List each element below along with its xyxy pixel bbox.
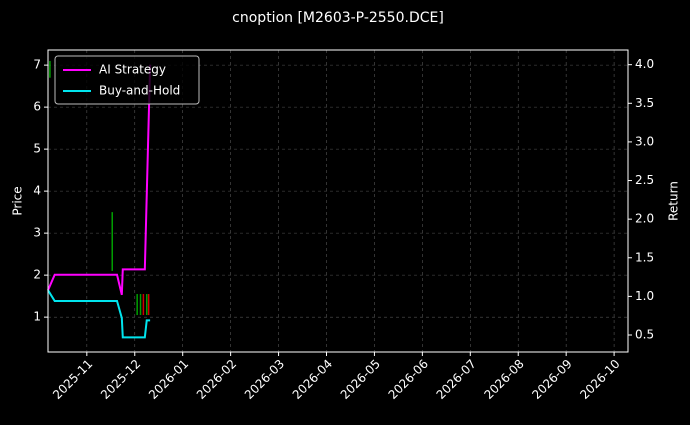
line-series <box>47 64 152 296</box>
y-tick-label: 1 <box>33 310 41 324</box>
y2-tick-label: 3.0 <box>635 134 654 148</box>
y2-tick-label: 2.0 <box>635 212 654 226</box>
plot-frame <box>47 49 629 353</box>
y-tick-label: 6 <box>33 100 41 114</box>
y-tick-label: 4 <box>33 184 41 198</box>
y-tick-label: 5 <box>33 142 41 156</box>
y-tick-label: 3 <box>33 226 41 240</box>
y-axis-label: Price <box>11 186 25 215</box>
y2-tick-label: 1.5 <box>635 250 654 264</box>
y2-tick-label: 2.5 <box>635 173 654 187</box>
y2-tick-label: 3.5 <box>635 96 654 110</box>
line-series <box>47 289 151 339</box>
y2-axis-label: Return <box>667 181 681 221</box>
y2-tick-label: 0.5 <box>635 328 654 342</box>
legend-label: AI Strategy <box>99 63 166 77</box>
y-tick-label: 7 <box>33 58 41 72</box>
chart-title: cnoption [M2603-P-2550.DCE] <box>232 10 444 26</box>
y2-tick-label: 4.0 <box>635 57 654 71</box>
y2-tick-label: 1.0 <box>635 289 654 303</box>
y-tick-label: 2 <box>33 268 41 282</box>
legend-label: Buy-and-Hold <box>99 84 180 98</box>
